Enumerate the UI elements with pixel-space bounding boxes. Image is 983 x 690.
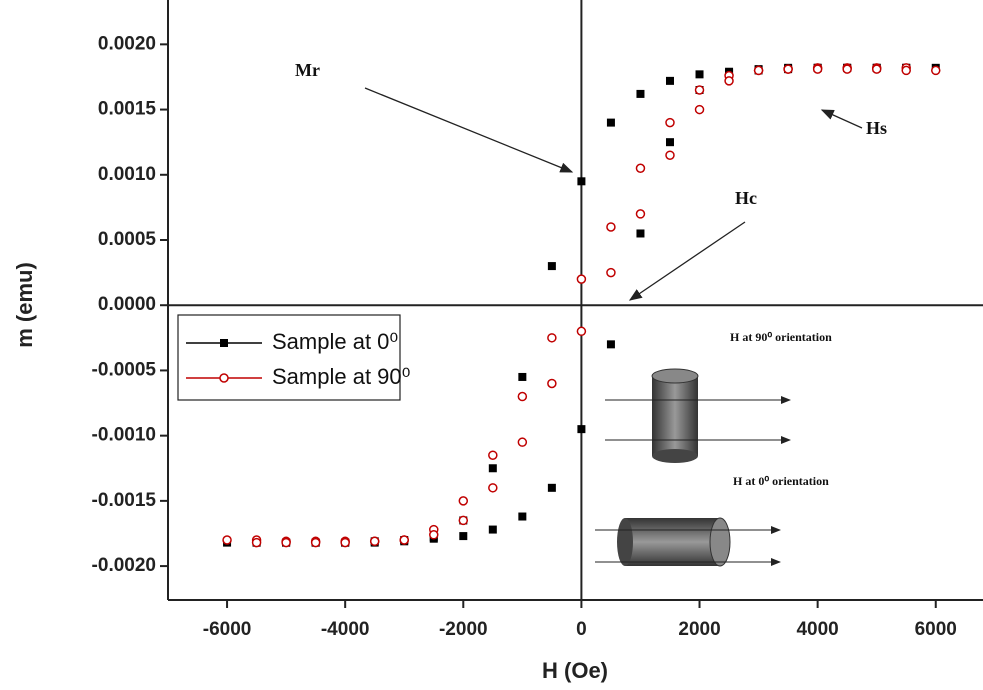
y-axis-title: m (emu) (12, 262, 37, 348)
point (812, 64, 823, 74)
point (310, 537, 321, 548)
annotations: Mr Hs Hc H at 90⁰ orientation H at 0⁰ or… (295, 60, 887, 567)
x-tick-label: -2000 (439, 619, 488, 640)
series (222, 63, 941, 548)
point (222, 535, 232, 545)
x-tick-label: 2000 (678, 619, 720, 640)
arrow (820, 109, 863, 129)
point (517, 391, 528, 402)
point (547, 378, 557, 389)
point (577, 425, 586, 434)
point (606, 340, 615, 349)
annotation: Hs (866, 118, 887, 138)
vertical-cylinder (605, 368, 791, 463)
point (488, 464, 497, 473)
x-tick-label: -6000 (203, 619, 252, 640)
point (369, 536, 380, 547)
x-tick-label: -4000 (321, 619, 370, 640)
point (636, 229, 645, 238)
y-tick-label: -0.0010 (92, 425, 156, 446)
point (220, 339, 228, 347)
point (694, 104, 705, 115)
point (281, 537, 291, 548)
point (901, 65, 911, 76)
y-tick-label: 0.0015 (98, 99, 157, 120)
point (871, 64, 882, 74)
point (576, 326, 587, 337)
point (695, 70, 704, 79)
annotation: Hc (735, 188, 757, 208)
plot-area: -6000 -4000 -2000 0 2000 4000 6000 0.0020 0.0015… (92, 0, 983, 640)
point (636, 89, 645, 98)
point (576, 274, 587, 284)
point (547, 262, 556, 271)
point (547, 333, 557, 343)
x-tick-label: 6000 (915, 619, 957, 640)
point (459, 532, 468, 541)
arrow (364, 87, 574, 173)
point (931, 65, 941, 76)
point (517, 437, 528, 447)
point (518, 372, 527, 381)
y-tick-label: -0.0005 (92, 359, 157, 380)
y-tick-label: -0.0020 (92, 555, 156, 576)
point (665, 138, 674, 147)
point (842, 64, 852, 74)
point (635, 163, 646, 174)
point (577, 177, 586, 186)
point (458, 496, 469, 506)
annotation: H at 90⁰ orientation (730, 330, 832, 344)
point (399, 535, 409, 545)
point (606, 267, 616, 278)
y-tick-label: 0.0010 (98, 164, 156, 185)
point (665, 117, 675, 128)
point (547, 483, 556, 492)
x-tick-label: 4000 (796, 619, 838, 640)
legend-label: Sample at 0⁰ (272, 329, 398, 354)
x-axis-title: H (Oe) (542, 658, 608, 683)
point (219, 373, 229, 383)
annotation: H at 0⁰ orientation (733, 474, 829, 488)
y-tick-label: 0.0000 (98, 294, 156, 315)
x-tick-label: 0 (576, 619, 587, 640)
point (251, 537, 262, 548)
point (488, 450, 498, 460)
point (635, 209, 646, 219)
point (458, 515, 469, 526)
annotation: Mr (295, 60, 320, 80)
y-tick-label: -0.0015 (92, 490, 157, 511)
point (694, 85, 705, 95)
horizontal-cylinder (595, 517, 781, 567)
point (488, 483, 498, 493)
point (665, 76, 674, 85)
y-tick-label: 0.0005 (98, 229, 157, 250)
point (753, 65, 764, 76)
point (429, 530, 439, 540)
legend: Sample at 0⁰ Sample at 90⁰ (177, 314, 411, 401)
point (783, 64, 793, 74)
point (724, 76, 734, 86)
point (518, 512, 527, 521)
arrow (628, 221, 746, 301)
point (488, 525, 497, 534)
legend-label: Sample at 90⁰ (272, 364, 411, 389)
y-tick-label: 0.0020 (98, 33, 156, 54)
point (606, 222, 616, 232)
point (665, 150, 675, 160)
point (606, 118, 615, 127)
point (340, 537, 350, 548)
